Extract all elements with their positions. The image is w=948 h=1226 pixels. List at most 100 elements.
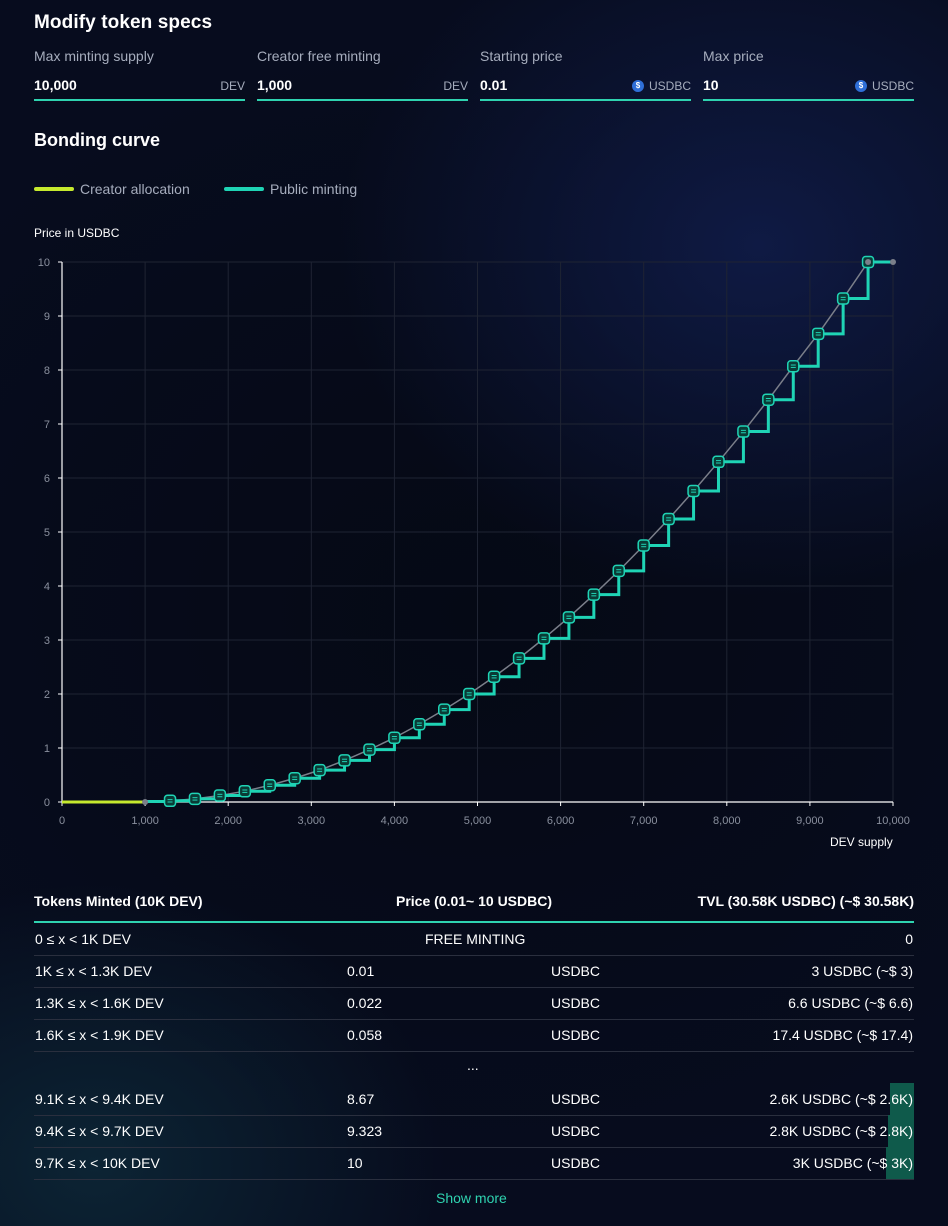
y-tick-label: 10 [38,257,50,269]
row-tvl: 6.6 USDBC (~$ 6.6) [788,995,913,1011]
legend-label: Public minting [270,181,358,197]
step-marker [188,792,202,806]
step-marker [512,652,526,665]
field-label: Max price [703,48,764,64]
tvl-fill-bar [888,1115,914,1147]
x-tick-label: 4,000 [381,815,409,827]
step-marker [811,327,825,341]
table-row: 1K ≤ x < 1.3K DEV 0.01 USDBC 3 USDBC (~$ 3) [34,955,914,988]
step-marker [662,512,675,526]
row-unit: USDBC [551,1027,601,1043]
row-range: 1.3K ≤ x < 1.6K DEV [35,995,164,1011]
step-marker [163,794,177,808]
row-unit: USDBC [551,1123,601,1139]
row-unit: USDBC [551,995,601,1011]
legend-public-minting: Public minting [224,181,357,197]
y-tick-label: 8 [44,365,50,377]
step-marker [637,539,650,552]
table-row: 9.1K ≤ x < 9.4K DEV 8.67 USDBC 2.6K USDBC (… [34,1083,914,1116]
usdbc-coin-icon: $ [854,80,867,92]
row-range: 0 ≤ x < 1K DEV [35,931,132,947]
field-unit: $ USDBC [631,79,691,93]
header-price: Price (0.01~ 10 USDBC) [396,893,553,909]
field-label: Starting price [480,48,563,64]
field-value[interactable]: 10 [703,77,719,93]
legend-creator-allocation: Creator allocation [34,181,190,197]
legend-swatch [224,187,264,191]
field-value[interactable]: 10,000 [34,77,77,93]
table-row-free: 0 ≤ x < 1K DEV FREE MINTING 0 [34,923,914,956]
header-tokens-minted: Tokens Minted (10K DEV) [34,893,203,909]
curve-point-dot [865,259,872,265]
header-underline [34,921,914,923]
field-underline [703,99,914,101]
row-range: 1K ≤ x < 1.3K DEV [35,963,153,979]
row-range: 9.7K ≤ x < 10K DEV [35,1155,160,1171]
field-value[interactable]: 1,000 [257,77,293,93]
step-marker [762,393,775,406]
step-marker [836,292,850,305]
field-underline [34,99,245,101]
x-tick-label: 0 [59,815,65,827]
step-marker [687,484,700,498]
starting-price-field[interactable]: Starting price 0.01 $ USDBC [480,46,691,101]
step-marker [413,717,426,731]
x-tick-label: 6,000 [547,815,575,827]
row-price: 9.323 [347,1123,383,1139]
tvl-fill-bar [886,1147,914,1179]
field-unit: DEV [220,79,245,93]
show-more-button[interactable]: Show more [436,1190,507,1206]
header-tvl: TVL (30.58K USDBC) (~$ 30.58K) [697,893,914,909]
step-marker [213,789,227,802]
row-price: 8.67 [347,1091,375,1107]
max-minting-supply-field[interactable]: Max minting supply 10,000 DEV [34,46,245,101]
y-tick-label: 2 [44,689,50,701]
row-tvl: 2.6K USDBC (~$ 2.6K) [769,1091,913,1107]
step-marker [438,703,451,716]
legend-swatch [34,187,74,191]
row-tvl: 17.4 USDBC (~$ 17.4) [772,1027,913,1043]
step-marker [388,731,401,744]
row-tvl: 2.8K USDBC (~$ 2.8K) [769,1123,913,1139]
step-marker [313,763,326,777]
row-price: 0.022 [347,995,383,1011]
y-tick-label: 5 [44,527,50,539]
y-tick-label: 7 [44,419,50,431]
step-marker [238,784,252,798]
usdbc-coin-icon: $ [631,80,644,92]
field-unit: $ USDBC [854,79,914,93]
max-price-field[interactable]: Max price 10 $ USDBC [703,46,914,101]
row-tvl: 3 USDBC (~$ 3) [811,963,913,979]
legend-label: Creator allocation [80,181,190,197]
field-label: Max minting supply [34,48,154,64]
bonding-curve-chart: 0 1,000 2,000 3,000 4,000 5,000 6,000 7,000 8,00… [38,255,910,827]
x-tick-label: 2,000 [214,815,242,827]
curve-end-dot [890,259,896,265]
row-unit: USDBC [551,1155,601,1171]
step-marker [363,743,376,756]
field-unit: DEV [443,79,468,93]
step-marker [288,771,301,785]
step-marker [462,687,476,701]
table-row: 9.4K ≤ x < 9.7K DEV 9.323 USDBC 2.8K USDBC … [34,1115,914,1148]
step-marker [487,670,501,683]
y-tick-label: 3 [44,635,50,647]
field-underline [480,99,691,101]
row-tvl: 0 [905,931,913,947]
field-value[interactable]: 0.01 [480,77,508,93]
field-underline [257,99,468,101]
y-tick-label: 4 [44,581,50,593]
creator-free-minting-field[interactable]: Creator free minting 1,000 DEV [257,46,468,101]
table-row: 9.7K ≤ x < 10K DEV 10 USDBC 3K USDBC (~$ 3K… [34,1147,914,1180]
row-unit: USDBC [551,1091,601,1107]
row-range: 9.4K ≤ x < 9.7K DEV [35,1123,164,1139]
x-tick-label: 5,000 [464,815,492,827]
step-marker [263,779,276,792]
x-tick-label: 9,000 [796,815,824,827]
field-label: Creator free minting [257,48,381,64]
y-tick-label: 6 [44,473,50,485]
step-marker [562,611,576,624]
step-marker [787,359,800,373]
bonding-curve-title: Bonding curve [34,130,161,150]
row-price: 0.058 [347,1027,383,1043]
